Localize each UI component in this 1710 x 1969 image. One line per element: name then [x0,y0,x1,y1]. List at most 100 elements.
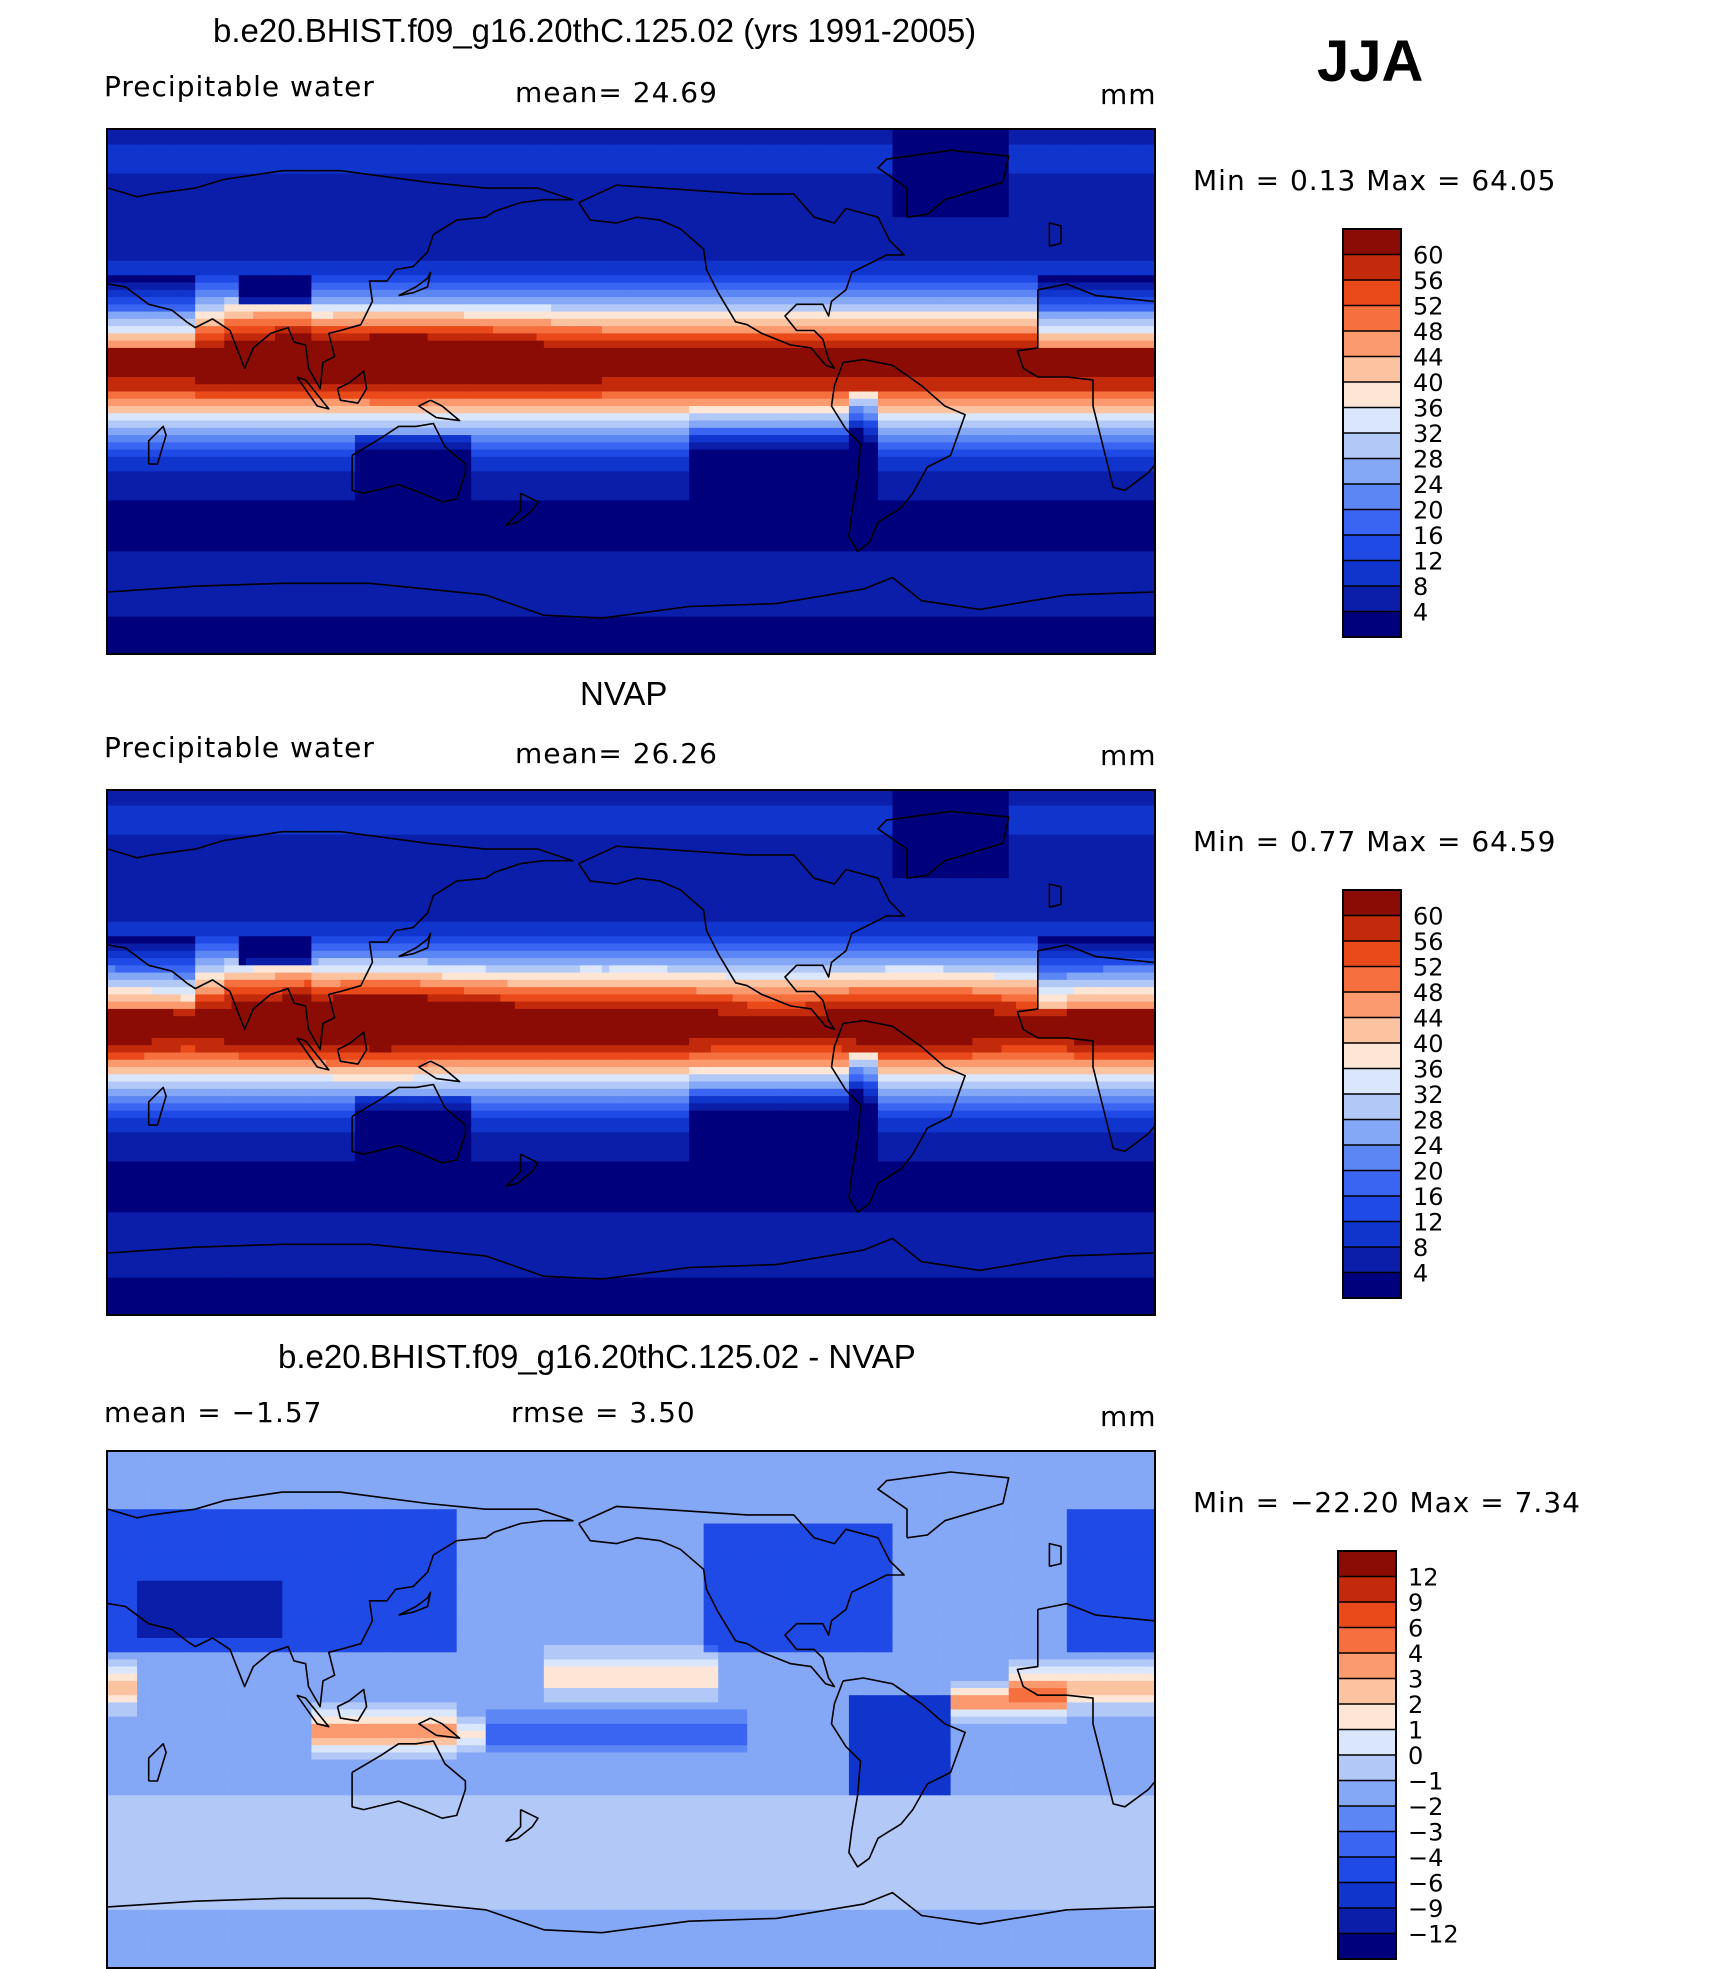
panel3-colorbar-label-10: 3 [1408,1666,1423,1694]
panel2-colorbar: 4 8 12 16 20 24 28 32 36 40 44 48 52 56 60 [1342,889,1523,1306]
panel3-colorbar-box-9 [1338,1704,1396,1730]
panel1-colorbar-box-12 [1343,305,1401,332]
panel1-field [108,130,1154,653]
panel2-colorbar-box-2 [1343,1221,1401,1248]
panel3-colorbar-box-5 [1338,1806,1396,1832]
panel2-colorbar-label-6: 28 [1413,1107,1444,1135]
panel3-colorbar-label-2: −6 [1408,1870,1443,1898]
panel1-colorbar-label-11: 48 [1413,318,1444,346]
panel3-mean-label: mean = −1.57 [104,1396,322,1429]
panel3-colorbar-label-8: 1 [1408,1717,1423,1745]
panel1-colorbar-box-5 [1343,484,1401,510]
panel1-title: b.e20.BHIST.f09_g16.20thC.125.02 (yrs 19… [213,12,976,50]
panel2-colorbar-box-7 [1343,1094,1401,1120]
panel3-colorbar-label-5: −2 [1408,1793,1443,1821]
panel2-colorbar-box-5 [1343,1145,1401,1171]
panel3-colorbar-box-4 [1338,1831,1396,1858]
panel3-colorbar-box-11 [1338,1653,1396,1679]
panel3-colorbar-label-14: 12 [1408,1564,1439,1592]
panel1-colorbar-label-6: 28 [1413,446,1444,474]
panel3-colorbar-box-1 [1338,1908,1396,1934]
panel1-colorbar-label-14: 60 [1413,242,1444,270]
panel1-map [106,128,1156,655]
panel2-title: NVAP [580,675,667,713]
panel3-colorbar-label-11: 4 [1408,1640,1423,1668]
panel2-mean-label: mean= 26.26 [515,737,718,770]
panel3-colorbar-box-8 [1338,1729,1396,1756]
panel1-colorbar-box-7 [1343,433,1401,459]
panel1-colorbar-box-10 [1343,356,1401,383]
panel3-colorbar-label-13: 9 [1408,1589,1423,1617]
panel3-colorbar-box-12 [1338,1627,1396,1654]
panel1-coastlines [108,149,1154,619]
panel2-colorbar-box-13 [1343,941,1401,967]
panel1-colorbar-box-9 [1343,382,1401,408]
panel2-colorbar-label-9: 40 [1413,1030,1444,1058]
panel1-colorbar-box-14 [1343,254,1401,281]
panel3-colorbar-box-6 [1338,1780,1396,1807]
panel1-colorbar-box-4 [1343,509,1401,536]
panel1-colorbar-box-13 [1343,280,1401,306]
panel2-units-label: mm [1100,739,1157,772]
panel3-colorbar-label-9: 2 [1408,1691,1423,1719]
panel1-colorbar-box-11 [1343,331,1401,357]
panel1-colorbar-label-2: 12 [1413,548,1444,576]
panel3-colorbar-label-7: 0 [1408,1742,1423,1770]
panel3-colorbar-label-0: −12 [1408,1921,1459,1949]
panel2-map [106,789,1156,1316]
panel1-colorbar-box-8 [1343,407,1401,434]
panel1-colorbar-box-1 [1343,586,1401,612]
panel3-colorbar-box-13 [1338,1602,1396,1628]
panel3-colorbar-label-12: 6 [1408,1615,1423,1643]
panel3-colorbar-label-6: −1 [1408,1768,1443,1796]
panel3-coastlines [108,1471,1154,1934]
panel2-colorbar-box-15 [1343,890,1401,916]
panel2-field [108,791,1154,1314]
panel2-colorbar-label-7: 32 [1413,1081,1444,1109]
panel3-colorbar-box-15 [1338,1551,1396,1577]
panel2-colorbar-label-2: 12 [1413,1209,1444,1237]
panel1-minmax: Min = 0.13 Max = 64.05 [1193,164,1557,197]
panel3-units-label: mm [1100,1400,1157,1433]
panel3-minmax: Min = −22.20 Max = 7.34 [1193,1486,1581,1519]
panel1-colorbar-label-7: 32 [1413,420,1444,448]
panel2-colorbar-box-11 [1343,992,1401,1018]
panel2-colorbar-box-8 [1343,1068,1401,1095]
panel1-units-label: mm [1100,78,1157,111]
panel2-colorbar-label-14: 60 [1413,903,1444,931]
panel3-colorbar-label-4: −3 [1408,1819,1443,1847]
panel3-title: b.e20.BHIST.f09_g16.20thC.125.02 - NVAP [278,1338,916,1376]
panel2-coastlines [108,810,1154,1280]
panel3-colorbar-label-3: −4 [1408,1844,1443,1872]
panel2-colorbar-box-1 [1343,1247,1401,1273]
panel2-colorbar-box-9 [1343,1043,1401,1069]
panel3-map [106,1450,1156,1969]
panel1-colorbar-label-8: 36 [1413,395,1444,423]
panel2-colorbar-label-11: 48 [1413,979,1444,1007]
panel1-mean-label: mean= 24.69 [515,76,718,109]
panel1-colorbar-box-15 [1343,229,1401,255]
panel3-colorbar-box-10 [1338,1678,1396,1705]
panel3-colorbar-box-2 [1338,1882,1396,1909]
panel3-colorbar-label-1: −9 [1408,1895,1443,1923]
panel2-colorbar-box-14 [1343,915,1401,942]
panel1-colorbar-label-0: 4 [1413,599,1428,627]
panel3-colorbar-box-7 [1338,1755,1396,1781]
panel3-colorbar-box-14 [1338,1576,1396,1603]
panel2-colorbar-box-6 [1343,1119,1401,1146]
panel2-colorbar-label-8: 36 [1413,1056,1444,1084]
panel2-colorbar-label-12: 52 [1413,954,1444,982]
panel1-colorbar-box-6 [1343,458,1401,485]
panel1-colorbar: 4 8 12 16 20 24 28 32 36 40 44 48 52 56 60 [1342,228,1523,645]
panel2-colorbar-label-4: 20 [1413,1158,1444,1186]
panel1-colorbar-label-3: 16 [1413,522,1444,550]
panel2-colorbar-box-0 [1343,1272,1401,1299]
panel2-colorbar-box-10 [1343,1017,1401,1044]
panel3-field [108,1452,1154,1967]
panel2-minmax: Min = 0.77 Max = 64.59 [1193,825,1557,858]
panel1-colorbar-label-10: 44 [1413,344,1444,372]
panel2-colorbar-box-4 [1343,1170,1401,1197]
panel2-colorbar-box-3 [1343,1196,1401,1222]
